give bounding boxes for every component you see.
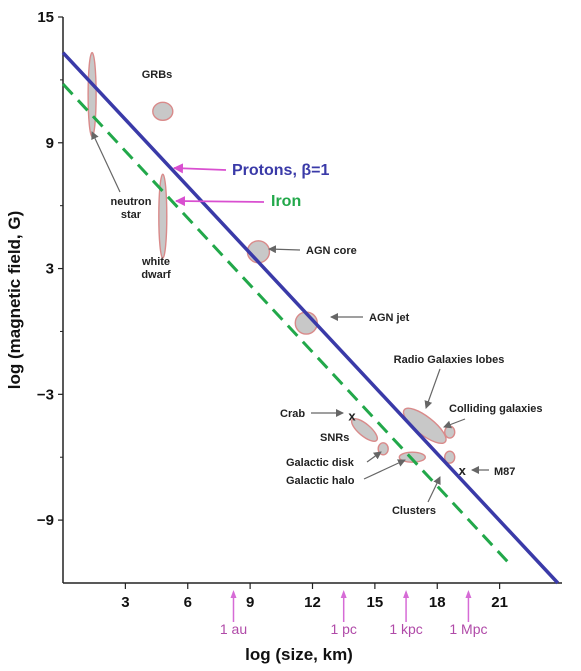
- tick-labels: 3 6 9 12 15 18 21 15 9 3 −3 −9: [37, 9, 508, 611]
- x-axis-label: log (size, km): [245, 645, 353, 664]
- x-tick-label: 21: [491, 594, 508, 611]
- astrophysical-objects: xx: [87, 51, 467, 478]
- 1-pc-scale-label: 1 pc: [330, 621, 356, 637]
- y-tick-label: 9: [46, 135, 54, 152]
- limit-lines: [61, 51, 560, 585]
- neutron-star-label: neutron star: [111, 196, 152, 221]
- annotations: GRBs neutron star white dwarf AGN core AGN jet…: [91, 69, 543, 517]
- 1-mpc-scale-label: 1 Mpc: [449, 621, 487, 637]
- 1-au-scale-label: 1 au: [220, 621, 247, 637]
- x-tick-label: 15: [367, 594, 384, 611]
- clusters-label: Clusters: [392, 505, 436, 517]
- crab-label: Crab: [280, 408, 305, 420]
- y-tick-label: 3: [46, 261, 54, 278]
- clusters-marker: [444, 450, 456, 464]
- 1-pc-scale-arrowhead: [340, 590, 347, 598]
- colliding-galaxies-marker: [444, 425, 456, 439]
- protons-pointer-arrow: [173, 163, 227, 174]
- clusters-arrow: [427, 476, 441, 503]
- white-dwarf-label: white dwarf: [141, 256, 171, 281]
- neutron-star-marker: [87, 51, 97, 138]
- white-dwarf-marker: [158, 173, 168, 259]
- protons-line: [61, 51, 560, 585]
- 1-au-scale-arrowhead: [230, 590, 237, 598]
- radio-galaxies-lobes-arrow: [424, 368, 441, 409]
- agn-core-arrow: [268, 245, 301, 254]
- galactic-halo-arrow: [363, 459, 406, 480]
- grbs-marker: [152, 101, 174, 122]
- x-tick-label: 6: [184, 594, 192, 611]
- y-axis-label: log (magnetic field, G): [5, 211, 24, 390]
- x-tick-label: 18: [429, 594, 446, 611]
- x-tick-label: 3: [121, 594, 129, 611]
- 1-kpc-scale-arrowhead: [403, 590, 410, 598]
- agn-jet-label: AGN jet: [369, 312, 410, 324]
- y-tick-label: 15: [37, 9, 54, 26]
- y-tick-label: −9: [37, 512, 54, 529]
- radio-galaxies-lobes-label: Radio Galaxies lobes: [394, 354, 505, 366]
- grbs-label: GRBs: [142, 69, 173, 81]
- galactic-disk-arrow: [366, 451, 382, 463]
- 1-mpc-scale-arrowhead: [465, 590, 472, 598]
- y-tick-label: −3: [37, 386, 54, 403]
- m87-label: M87: [494, 466, 515, 478]
- galactic-halo-label: Galactic halo: [286, 475, 355, 487]
- protons-line-label: Protons, β=1: [232, 162, 329, 179]
- neutron-star-arrow: [91, 131, 121, 193]
- crab-marker: x: [348, 408, 356, 423]
- scale-markers: 1 au 1 pc 1 kpc 1 Mpc: [220, 590, 488, 637]
- iron-line: [61, 83, 510, 564]
- iron-line-label: Iron: [271, 193, 301, 210]
- colliding-galaxies-label: Colliding galaxies: [449, 403, 543, 415]
- x-tick-label: 9: [246, 594, 254, 611]
- x-tick-label: 12: [304, 594, 321, 611]
- m87-marker: x: [459, 463, 467, 478]
- galactic-disk-label: Galactic disk: [286, 457, 355, 469]
- iron-pointer-arrow: [175, 196, 265, 207]
- 1-kpc-scale-label: 1 kpc: [389, 621, 422, 637]
- snrs-marker: [350, 418, 379, 442]
- colliding-galaxies-arrow: [443, 418, 466, 429]
- agn-core-label: AGN core: [306, 245, 357, 257]
- axes: [62, 17, 562, 584]
- snrs-label: SNRs: [320, 432, 349, 444]
